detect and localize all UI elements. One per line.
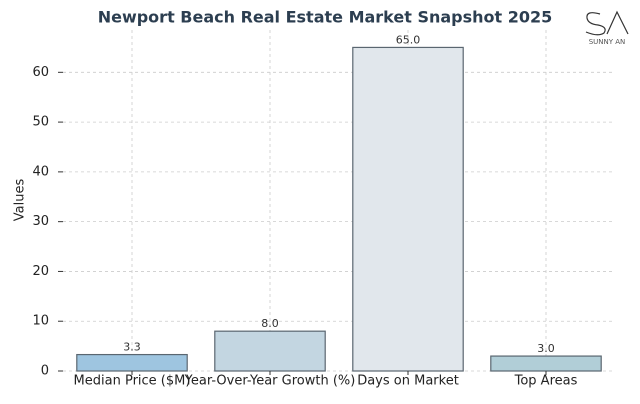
x-tick-label: Days on Market <box>357 374 459 389</box>
bar <box>214 330 326 372</box>
x-tick-label: Year-Over-Year Growth (%) <box>184 374 356 389</box>
bar <box>490 355 602 372</box>
y-tick-label: 40 <box>32 164 49 179</box>
value-label: 3.3 <box>123 341 141 354</box>
y-axis-label: Values <box>13 179 28 222</box>
chart-title: Newport Beach Real Estate Market Snapsho… <box>98 8 553 27</box>
watermark: SUNNY AN <box>589 38 626 46</box>
y-tick-label: 20 <box>32 264 49 279</box>
y-tick-label: 50 <box>32 115 49 130</box>
bar <box>76 353 188 372</box>
y-tick-label: 30 <box>32 214 49 229</box>
x-tick-label: Median Price ($M) <box>74 374 191 389</box>
y-tick-label: 0 <box>41 364 49 379</box>
bar <box>352 46 464 372</box>
logo-s <box>585 12 606 36</box>
y-tick-label: 10 <box>32 314 49 329</box>
logo-a <box>606 10 629 35</box>
value-label: 65.0 <box>396 33 421 46</box>
x-tick-label: Top Areas <box>514 374 578 389</box>
value-label: 3.0 <box>537 342 555 355</box>
value-label: 8.0 <box>261 317 279 330</box>
y-tick-label: 60 <box>32 65 49 80</box>
logo: SUNNY AN <box>585 10 629 46</box>
